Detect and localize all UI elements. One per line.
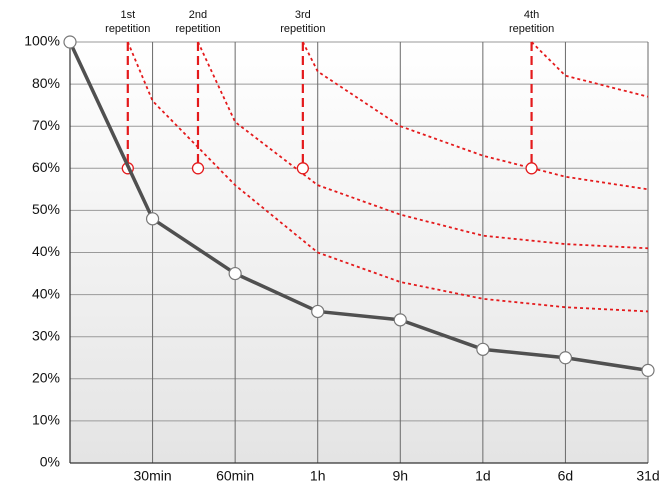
x-tick-label: 6d <box>558 468 574 484</box>
y-tick-label: 50% <box>32 201 60 217</box>
x-tick-label: 9h <box>392 468 408 484</box>
repetition-label: 1st <box>120 9 135 21</box>
y-tick-label: 60% <box>32 159 60 175</box>
point <box>641 363 655 377</box>
point <box>145 212 160 226</box>
repetition-label: 4th <box>524 9 539 21</box>
x-tick-label: 31d <box>636 468 659 484</box>
y-tick-label: 20% <box>32 370 60 386</box>
repetition-label: repetition <box>280 23 325 35</box>
repetition-label: 2nd <box>189 9 207 21</box>
x-tick-label: 1d <box>475 468 491 484</box>
repetition-label: repetition <box>105 23 150 35</box>
x-tick-label: 30min <box>134 468 172 484</box>
point <box>476 342 490 356</box>
y-tick-label: 70% <box>32 117 60 133</box>
y-tick-label: 10% <box>32 412 60 428</box>
repetition-marker <box>525 162 538 175</box>
repetition-label: repetition <box>175 23 220 35</box>
y-tick-label: 0% <box>40 454 60 470</box>
repetition-marker <box>296 162 310 175</box>
point <box>228 266 242 281</box>
line <box>68 41 649 373</box>
point <box>311 304 325 319</box>
y-tick-label: 100% <box>24 33 60 49</box>
point <box>63 35 77 49</box>
forgetting-curve <box>126 41 649 313</box>
y-tick-label: 40% <box>32 285 60 301</box>
forgetting-curve <box>302 41 649 191</box>
y-tick-label: 80% <box>32 75 60 91</box>
repetition-marker <box>191 162 205 175</box>
x-tick-label: 60min <box>216 468 254 484</box>
y-tick-label: 40% <box>32 243 60 259</box>
repetition-label: 3rd <box>295 9 311 21</box>
repetition-label: repetition <box>509 23 554 35</box>
point <box>393 313 407 327</box>
point <box>558 351 573 365</box>
forgetting-curve <box>530 41 649 98</box>
y-tick-label: 30% <box>32 327 60 343</box>
x-tick-label: 1h <box>310 468 326 484</box>
